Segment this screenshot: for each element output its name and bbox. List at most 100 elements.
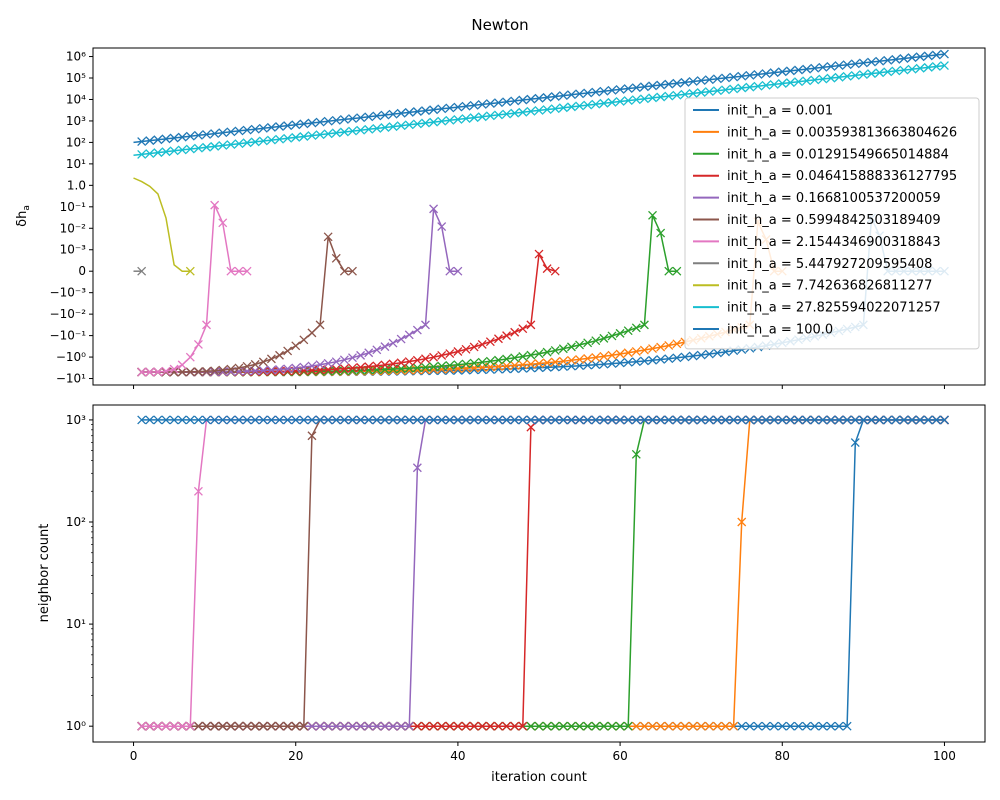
data-point [210,367,220,377]
data-point [680,89,690,99]
data-point [210,141,220,151]
data-point [502,97,512,107]
series-h1000 [133,49,949,146]
data-point [656,80,666,90]
data-point [226,721,236,731]
data-point [631,449,641,459]
data-point [299,335,309,345]
data-point [712,415,722,425]
data-point [421,118,430,128]
data-point [883,415,893,425]
data-point [534,105,544,115]
data-point [534,721,544,731]
data-point [664,721,674,731]
data-point [153,721,163,731]
data-point [526,363,536,373]
series-h05994842 [137,232,357,377]
data-point [688,351,698,361]
data-point [477,99,487,109]
data-point [218,415,228,425]
data-point [672,339,682,349]
data-point [218,140,228,150]
data-point [250,366,260,376]
y-tick-label: 10⁻¹ [60,200,87,214]
data-point [729,84,739,94]
data-point [283,121,293,131]
data-point [348,415,357,425]
data-point [518,107,528,117]
data-point [745,70,755,80]
data-point [364,415,374,425]
data-point [315,721,325,731]
data-point [169,364,179,374]
data-point [526,320,536,330]
data-point [421,415,430,425]
data-point [923,62,933,72]
data-point [404,363,414,373]
data-point [794,65,803,75]
data-point [234,415,244,425]
data-point [331,115,341,125]
data-point [299,362,309,372]
data-point [639,320,649,330]
data-point [283,133,293,143]
data-point [437,222,447,232]
data-point [339,721,349,731]
data-point [339,127,349,137]
data-point [923,51,933,61]
data-point [453,415,463,425]
top-x-axis [133,385,945,389]
data-point [412,325,422,335]
data-point [558,344,568,354]
data-point [493,334,503,344]
data-point [193,486,203,496]
data-point [591,721,601,731]
data-point [380,360,390,370]
data-point [453,102,463,112]
data-point [202,721,211,731]
data-point [485,356,495,366]
data-point [315,320,325,330]
data-point [623,96,633,106]
figure-title: Newton [471,16,528,34]
data-point [623,415,633,425]
data-point [607,721,617,731]
data-point [542,105,552,115]
data-point [542,358,552,368]
data-point [818,74,828,84]
data-point [234,363,244,373]
data-point [323,721,333,731]
data-point [867,69,876,79]
data-point [526,721,536,731]
data-point [250,721,260,731]
data-point [364,112,374,122]
data-point [891,415,901,425]
data-point [258,415,268,425]
data-point [161,415,171,425]
data-point [680,352,690,362]
data-point [348,363,357,373]
data-point [599,98,609,108]
data-point [372,415,382,425]
data-point [145,149,155,158]
data-point [623,721,633,731]
data-point [210,129,220,139]
data-point [161,134,171,144]
data-point [477,357,487,367]
data-point [607,97,617,107]
data-point [388,122,398,132]
data-point [258,136,268,146]
data-point [453,360,463,370]
data-point [307,328,317,338]
data-point [729,721,739,731]
data-point [526,94,536,104]
data-point [526,415,536,425]
data-point [899,54,909,63]
data-point [575,721,585,731]
bottom-plot-area [92,404,986,743]
data-point [769,415,779,425]
data-point [266,135,276,145]
data-point [542,347,552,357]
data-point [315,415,325,425]
data-point [834,721,844,731]
